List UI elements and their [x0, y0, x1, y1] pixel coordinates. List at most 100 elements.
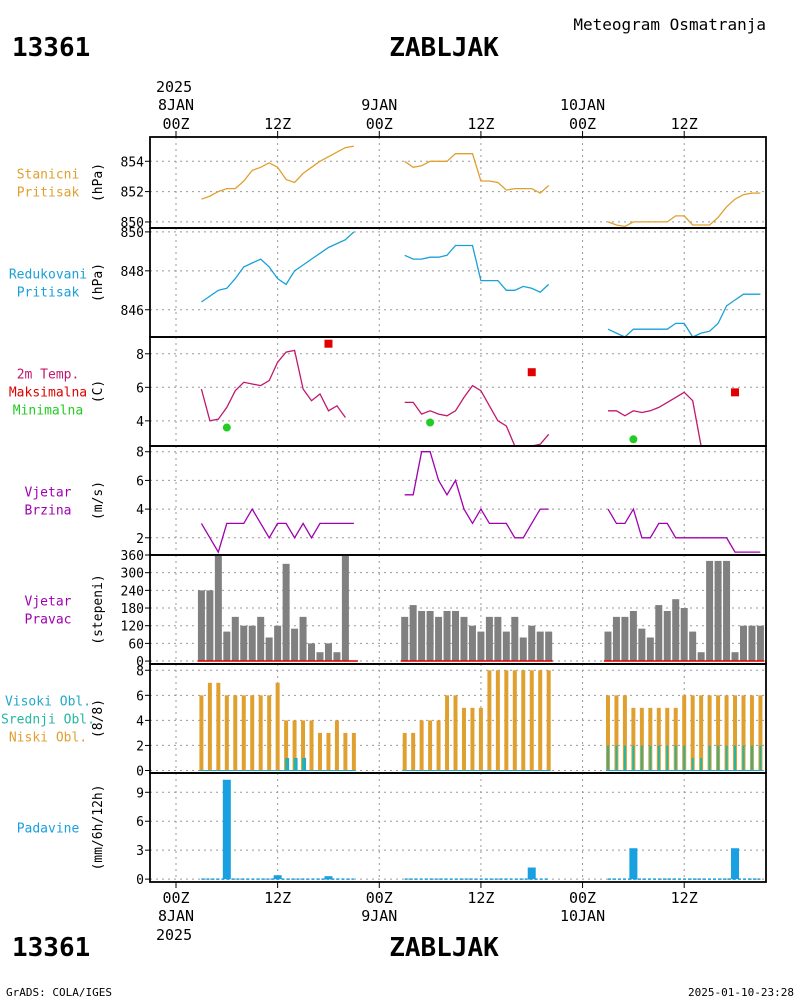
- panel-label: Stanicni: [17, 168, 80, 183]
- mid-cloud-bar: [742, 745, 745, 771]
- wind-direction-bar: [756, 625, 764, 662]
- wind-direction-bar: [401, 616, 409, 662]
- series-line: [608, 391, 702, 447]
- low-cloud-bar: [233, 695, 238, 771]
- wind-direction-bar: [689, 631, 697, 662]
- precip-bar: [324, 876, 333, 880]
- high-cloud-bar: [295, 757, 298, 771]
- y-tick-label: 848: [121, 265, 144, 280]
- y-axis-label: (mm/6h/12h): [91, 784, 106, 870]
- series-line: [200, 349, 346, 422]
- wind-direction-bar: [265, 637, 273, 662]
- wind-direction-bar: [519, 637, 527, 662]
- low-cloud-bar: [614, 695, 619, 771]
- low-cloud-bar: [749, 695, 754, 771]
- low-cloud-bar: [292, 720, 297, 771]
- mid-cloud-bar: [759, 745, 762, 771]
- precip-bar: [731, 848, 740, 880]
- mid-cloud-bar: [708, 745, 711, 771]
- wind-direction-bar: [739, 625, 747, 662]
- low-cloud-bar: [521, 670, 526, 771]
- series-line: [607, 507, 761, 553]
- y-tick-label: 2: [136, 739, 144, 754]
- top-date-label: 10JAN: [560, 96, 605, 114]
- station-name-top: ZABLJAK: [389, 33, 499, 63]
- panel-label: Pravac: [25, 613, 72, 628]
- low-cloud-bar: [275, 682, 280, 771]
- low-cloud-bar: [224, 695, 229, 771]
- series-line: [404, 451, 549, 539]
- y-tick-label: 6: [136, 689, 144, 704]
- wind-direction-bar: [604, 631, 612, 662]
- mid-cloud-bar: [285, 757, 288, 771]
- station-name-bottom: ZABLJAK: [389, 933, 499, 963]
- panel-label: Pritisak: [17, 186, 80, 201]
- low-cloud-bar: [207, 682, 212, 771]
- low-cloud-bar: [258, 695, 263, 771]
- y-tick-label: 4: [136, 503, 144, 518]
- y-tick-label: 850: [121, 216, 144, 231]
- top-tick-label: 00Z: [366, 115, 393, 133]
- panel-clouds: 0 2 4 6 8 (8/8)Visoki Obl. Srednji Obl. Niski O…: [1, 663, 767, 779]
- y-tick-label: 240: [121, 584, 144, 599]
- mid-cloud-bar: [649, 745, 652, 771]
- y-tick-label: 0: [136, 873, 144, 888]
- low-cloud-bar: [402, 732, 407, 771]
- low-cloud-bar: [741, 695, 746, 771]
- credit-label: GrADS: COLA/IGES: [6, 986, 112, 999]
- chart-subtitle: Meteogram Osmatranja: [573, 15, 766, 34]
- mid-cloud-bar: [606, 745, 609, 771]
- mid-cloud-bar: [632, 745, 635, 771]
- panel-label: Padavine: [17, 822, 80, 837]
- low-cloud-bar: [733, 695, 738, 771]
- mid-cloud-bar: [640, 745, 643, 771]
- mid-cloud-bar: [725, 745, 728, 771]
- wind-direction-bar: [706, 560, 714, 662]
- y-axis-label: (m/s): [91, 481, 106, 520]
- panel-reduced_pressure: 846 848 850 (hPa) Redukovani Pritisak: [9, 226, 767, 338]
- low-cloud-bar: [284, 720, 289, 771]
- y-tick-label: 8: [136, 446, 144, 461]
- low-cloud-bar: [411, 732, 416, 771]
- low-cloud-bar: [478, 707, 483, 771]
- wind-direction-bar: [274, 625, 282, 662]
- series-line: [201, 231, 355, 303]
- bottom-date-label: 8JAN: [158, 907, 194, 925]
- low-cloud-bar: [309, 720, 314, 771]
- mid-cloud-bar: [700, 757, 703, 771]
- low-cloud-bar: [716, 695, 721, 771]
- low-cloud-bar: [648, 707, 653, 771]
- wind-direction-bar: [511, 616, 519, 662]
- panel-border: [149, 445, 767, 556]
- low-cloud-bar: [682, 695, 687, 771]
- y-tick-label: 4: [136, 714, 144, 729]
- low-cloud-bar: [656, 707, 661, 771]
- wind-direction-bar: [291, 628, 299, 662]
- wind-direction-bar: [257, 616, 265, 662]
- panel-label: Pritisak: [17, 286, 80, 301]
- series-line: [404, 244, 550, 293]
- y-axis-label: (8/8): [91, 699, 106, 738]
- y-axis-label: (C): [91, 380, 106, 403]
- series-line: [201, 145, 355, 200]
- y-tick-label: 2: [136, 532, 144, 547]
- wind-direction-bar: [748, 625, 756, 662]
- wind-direction-bar: [545, 631, 553, 662]
- series-line: [200, 507, 354, 554]
- wind-direction-bar: [502, 631, 510, 662]
- low-cloud-bar: [351, 732, 356, 771]
- y-tick-label: 9: [136, 786, 144, 801]
- mid-cloud-bar: [657, 745, 660, 771]
- panel-label: Vjetar: [25, 486, 72, 501]
- panel-wind_direction: 0 60 120 180 240 300 360 (stepeni) Vjetar Pravac: [25, 549, 767, 670]
- wind-direction-bar: [494, 616, 502, 662]
- panel-precipitation: 0 3 6 9 (mm/6h/12h) Padavine: [17, 772, 767, 888]
- bottom-tick-label: 00Z: [366, 889, 393, 907]
- y-axis-label: (hPa): [91, 263, 106, 302]
- panel-wind_speed: 2 4 6 8 (m/s) Vjetar Brzina: [25, 445, 767, 556]
- panel-label: Vjetar: [25, 595, 72, 610]
- wind-direction-bar: [714, 560, 722, 662]
- panel-label: 2m Temp.: [17, 368, 80, 383]
- low-cloud-bar: [639, 707, 644, 771]
